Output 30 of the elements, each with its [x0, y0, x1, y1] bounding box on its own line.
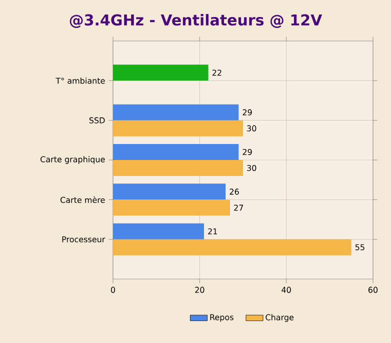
data-label: 29 [242, 148, 252, 156]
data-label: 21 [208, 228, 217, 234]
data-label: 30 [247, 164, 256, 172]
data-label: 29 [242, 109, 252, 116]
y-tick-label: Carte graphique [40, 156, 105, 164]
bar [113, 184, 226, 200]
data-label: 22 [212, 70, 222, 76]
bar [113, 144, 239, 160]
data-label: 30 [247, 125, 256, 132]
y-tick-label: Carte mère [60, 196, 105, 203]
bar [113, 104, 239, 120]
bar [113, 200, 230, 216]
bar [113, 120, 243, 136]
x-tick-label: 0 [110, 286, 116, 293]
x-tick-label: 40 [282, 286, 291, 293]
x-tick-label: 60 [368, 286, 378, 293]
bar [113, 64, 208, 81]
legend-label: Repos [210, 314, 234, 322]
bar [113, 239, 352, 256]
y-tick-label: SSD [89, 117, 105, 124]
data-label: 27 [234, 204, 244, 211]
y-tick-label: Processeur [62, 236, 106, 242]
data-label: 55 [355, 244, 364, 250]
y-tick-label: T° ambiante [56, 78, 105, 84]
bar [113, 160, 243, 176]
data-label: 26 [230, 188, 239, 195]
legend-label: Charge [266, 314, 294, 322]
x-tick-label: 20 [195, 286, 204, 293]
chart-title: @3.4GHz - Ventilateurs @ 12V [70, 14, 322, 28]
bar [113, 223, 204, 240]
